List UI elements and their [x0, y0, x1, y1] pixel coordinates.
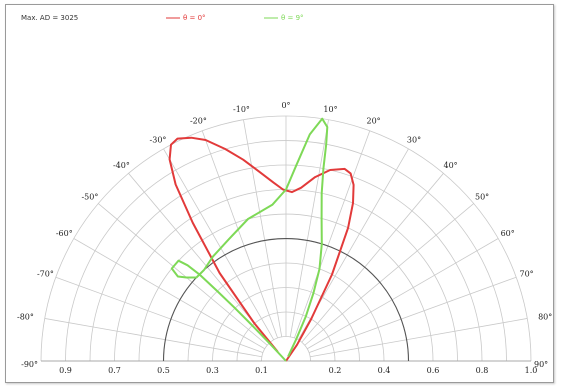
angle-labels: -90° -80° -70° -60° -50° -40° -30° -20° -10° 0° 10… [17, 101, 552, 369]
angle-label: -40° [113, 161, 130, 170]
radial-labels: 0.9 0.7 0.5 0.3 0.1 0.2 0.4 0.6 0.8 1.0 [59, 366, 537, 375]
radial-label: 0.6 [427, 366, 440, 375]
grid-spoke [128, 173, 271, 343]
radial-label: 0.4 [378, 366, 391, 375]
series-line-red [168, 136, 355, 362]
radial-label: 0.1 [255, 366, 268, 375]
legend-label-red: θ = 0° [183, 14, 206, 22]
grid-spoke [301, 173, 444, 343]
polar-chart: Max. AD = 3025 θ = 0° θ = 9° -90° -80° -70… [17, 14, 552, 375]
radial-label: 0.7 [108, 366, 121, 375]
grid-circle [261, 336, 311, 362]
polar-grid [40, 115, 532, 362]
grid-spoke [289, 119, 329, 337]
angle-label: 0° [281, 101, 290, 110]
angle-label: -90° [21, 360, 38, 369]
legend-label-green: θ = 9° [281, 14, 304, 22]
radial-label: 0.2 [329, 366, 342, 375]
angle-label: -80° [17, 313, 34, 322]
radial-label: 0.9 [59, 366, 72, 375]
grid-spoke [73, 238, 265, 350]
grid-spoke [294, 130, 371, 339]
grid-spoke [98, 203, 268, 346]
reference-circle [162, 237, 410, 362]
angle-label: -30° [150, 135, 167, 144]
angle-label: 80° [538, 313, 552, 322]
angle-label: -60° [56, 229, 73, 238]
grid-spoke [308, 276, 517, 353]
grid-spoke [310, 318, 528, 358]
angle-label: -10° [233, 105, 250, 114]
radial-label: 0.5 [157, 366, 170, 375]
grid-spoke [201, 130, 278, 339]
radial-label: 0.3 [206, 366, 219, 375]
angle-label: 10° [323, 105, 337, 114]
grid-spoke [243, 119, 283, 337]
angle-label: 20° [367, 116, 381, 125]
grid-spoke [163, 148, 275, 340]
grid-spoke [44, 318, 262, 358]
max-ad-label: Max. AD = 3025 [21, 14, 78, 22]
angle-label: -50° [81, 192, 98, 201]
series-line-green [170, 117, 329, 362]
angle-label: 70° [520, 269, 534, 278]
reference-circle-arc [162, 237, 410, 362]
angle-label: 50° [475, 192, 489, 201]
angle-label: 40° [444, 161, 458, 170]
grid-spoke [304, 203, 474, 346]
chart-frame: Max. AD = 3025 θ = 0° θ = 9° -90° -80° -70… [5, 4, 554, 383]
radial-label: 0.8 [476, 366, 489, 375]
angle-label: 30° [407, 135, 421, 144]
angle-label: -70° [37, 269, 54, 278]
radial-label: 1.0 [525, 366, 538, 375]
grid-spoke [55, 276, 264, 353]
angle-label: -20° [190, 116, 207, 125]
grid-spoke [307, 238, 499, 350]
series-group [168, 117, 355, 362]
angle-label: 60° [501, 229, 515, 238]
angle-label: 90° [534, 360, 548, 369]
